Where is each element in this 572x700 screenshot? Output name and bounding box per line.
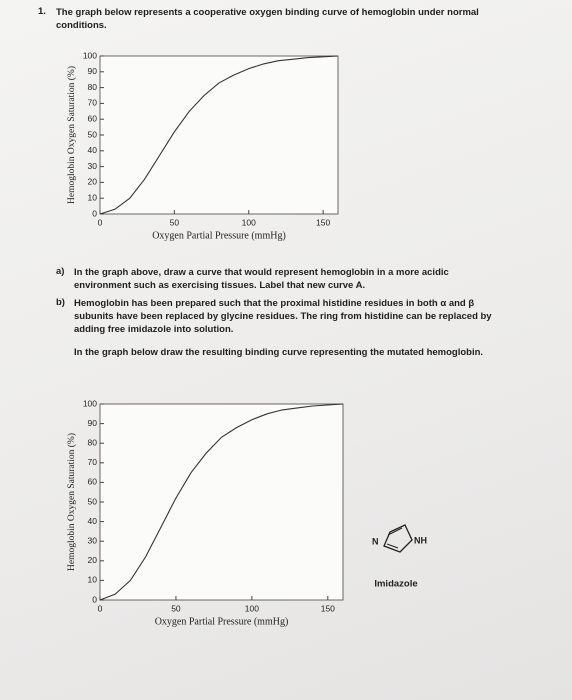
question-number: 1. [38,6,46,17]
x-tick-label: 50 [170,217,180,227]
y-tick-label: 40 [88,145,98,155]
y-tick-label: 10 [88,575,98,585]
n-label: N [372,536,379,546]
y-tick-label: 20 [88,177,98,187]
part-label: b) [56,297,65,308]
question-text: The graph below represents a cooperative… [56,7,479,31]
nh-label: NH [414,535,427,545]
y-tick-label: 80 [88,82,98,92]
double-bond [387,527,403,536]
x-axis-label: Oxygen Partial Pressure (mmHg) [152,230,286,241]
y-axis-label: Hemoglobin Oxygen Saturation (%) [66,433,77,571]
y-tick-label: 90 [88,418,98,428]
y-tick-label: 60 [88,477,98,487]
x-tick-label: 150 [321,603,335,613]
double-bond [386,543,399,549]
y-tick-label: 90 [88,66,98,76]
y-tick-label: 100 [83,398,97,408]
y-tick-label: 100 [83,50,97,60]
y-tick-label: 50 [88,496,98,506]
y-tick-label: 50 [88,129,98,139]
y-tick-label: 10 [88,192,98,202]
part-text: In the graph above, draw a curve that wo… [74,267,449,291]
y-tick-label: 80 [88,437,98,447]
y-tick-label: 20 [88,555,98,565]
part-text: Hemoglobin has been prepared such that t… [74,298,492,335]
chart: 0 10 20 30 40 50 60 70 80 90 100 0 50 100 150 Oxygen Pa… [66,50,339,241]
curve [99,55,339,215]
x-tick-label: 100 [245,603,259,613]
x-tick-label: 150 [316,217,330,227]
y-tick-label: 30 [88,161,98,171]
imidazole-structure: N NH Imidazole [372,524,427,590]
y-tick-label: 70 [88,98,98,108]
y-tick-label: 40 [88,516,98,526]
y-axis-label: Hemoglobin Oxygen Saturation (%) [66,66,77,204]
part-label: a) [56,266,65,277]
x-axis-label: Oxygen Partial Pressure (mmHg) [155,616,289,627]
ring [383,524,413,553]
imidazole-name: Imidazole [374,579,417,590]
x-tick-label: 100 [242,217,256,227]
y-tick-label: 70 [88,457,98,467]
x-tick-label: 0 [98,217,103,227]
x-tick-label: 0 [98,603,103,613]
y-tick-label: 60 [88,113,98,123]
chart: 0 10 20 30 40 50 60 70 80 90 100 0 50 100 150 Oxygen Pa… [66,398,344,627]
x-tick-label: 50 [171,603,181,613]
instruction: In the graph below draw the resulting bi… [74,347,484,358]
y-tick-label: 30 [88,535,98,545]
y-tick-label: 0 [92,208,97,218]
y-tick-label: 0 [92,594,97,604]
curve [99,403,344,601]
